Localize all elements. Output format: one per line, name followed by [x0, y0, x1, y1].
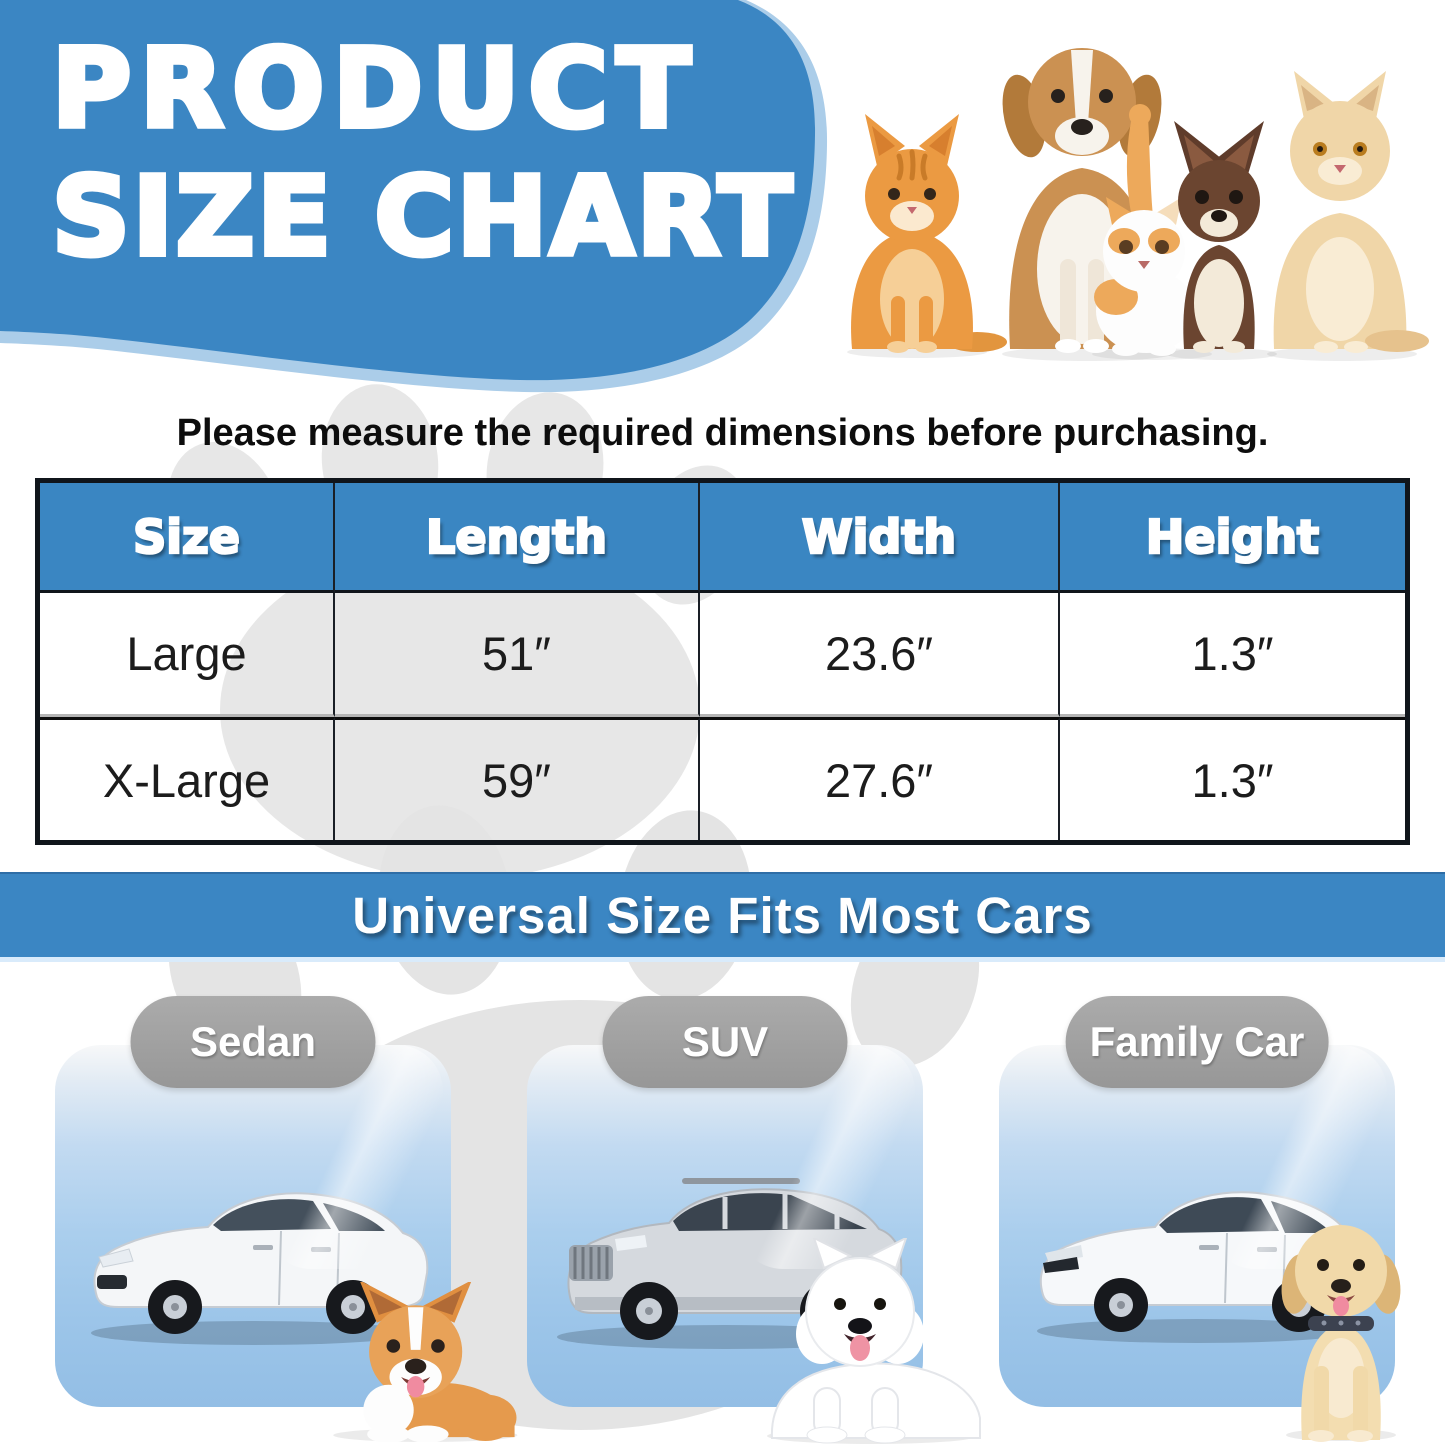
page-title-line-1: PRODUCT	[49, 27, 700, 152]
universal-size-banner-text: Universal Size Fits Most Cars	[352, 887, 1093, 944]
table-cell-large-size: Large	[40, 593, 335, 717]
table-cell-large-length: 51″	[335, 593, 700, 717]
vehicle-card-sedan: Sedan	[55, 996, 451, 1407]
table-cell-xlarge-size: X-Large	[40, 717, 335, 840]
family-car-label-pill: Family Car	[1065, 996, 1329, 1088]
sedan-label-pill: Sedan	[130, 996, 376, 1088]
orange-tabby-cat	[851, 114, 1007, 353]
cream-cat	[1273, 71, 1429, 353]
sedan-label: Sedan	[189, 1018, 317, 1065]
table-header-size: Size	[40, 483, 335, 593]
suv-label: SUV	[681, 1018, 769, 1065]
header-pets-illustration	[847, 48, 1429, 361]
table-cell-large-height: 1.3″	[1060, 593, 1405, 717]
table-header-height: Height	[1060, 483, 1405, 593]
measure-notice: Please measure the required dimensions b…	[176, 412, 1269, 454]
universal-size-banner: Universal Size Fits Most Cars	[0, 872, 1445, 962]
table-cell-large-width: 23.6″	[700, 593, 1060, 717]
corgi-puppy-icon	[333, 1282, 518, 1442]
family-car-label: Family Car	[1089, 1018, 1305, 1065]
table-cell-xlarge-width: 27.6″	[700, 717, 1060, 840]
golden-retriever-puppy-icon	[1281, 1225, 1401, 1442]
table-cell-xlarge-height: 1.3″	[1060, 717, 1405, 840]
exotic-shorthair-cat	[1094, 104, 1196, 356]
samoyed-dog-icon	[767, 1238, 981, 1444]
table-header-length: Length	[335, 483, 700, 593]
header-blue-wave-shape	[0, 0, 828, 393]
sedan-car-icon	[91, 1192, 429, 1345]
suv-label-pill: SUV	[602, 996, 848, 1088]
page-title-line-2: SIZE CHART	[49, 155, 795, 280]
chihuahua	[1174, 121, 1264, 353]
table-cell-xlarge-length: 59″	[335, 717, 700, 840]
size-table: Size Length Width Height Large 51″ 23.6″…	[35, 478, 1410, 845]
table-header-width: Width	[700, 483, 1060, 593]
